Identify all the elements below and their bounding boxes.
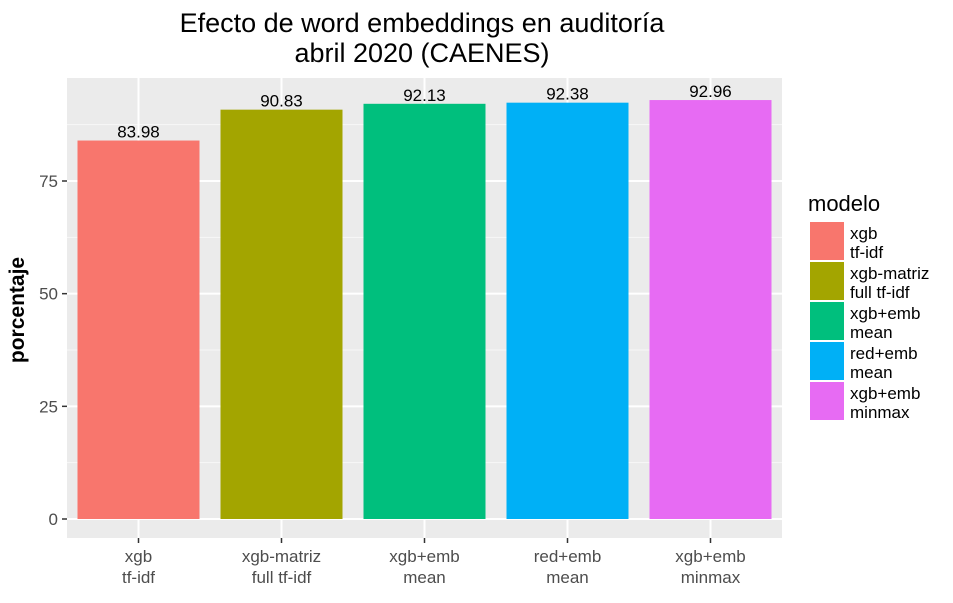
legend-label: xgb xyxy=(850,224,877,243)
x-tick-label: mean xyxy=(403,568,446,587)
y-tick-label: 50 xyxy=(39,285,58,304)
legend-label: red+emb xyxy=(850,344,918,363)
y-axis: 0 25 50 75 xyxy=(39,172,67,529)
legend-swatch xyxy=(810,342,844,380)
bar-value-label: 92.38 xyxy=(546,85,589,104)
chart-subtitle: abril 2020 (CAENES) xyxy=(294,38,549,68)
legend-label: mean xyxy=(850,363,893,382)
x-axis: xgb tf-idf xgb-matriz full tf-idf xgb+emb mea… xyxy=(122,538,746,587)
bar-value-labels: 83.98 90.83 92.13 92.38 92.96 xyxy=(117,82,732,141)
legend-swatch xyxy=(810,382,844,420)
legend-label: full tf-idf xyxy=(850,283,910,302)
x-tick-label: tf-idf xyxy=(122,568,155,587)
bar xyxy=(649,100,772,519)
chart-title: Efecto de word embeddings en auditoría xyxy=(180,8,666,38)
x-tick-label: xgb xyxy=(125,547,152,566)
y-axis-label: porcentaje xyxy=(6,257,29,363)
bar xyxy=(363,103,486,520)
y-tick-label: 25 xyxy=(39,397,58,416)
legend-swatch xyxy=(810,222,844,260)
y-tick-label: 75 xyxy=(39,172,58,191)
bars xyxy=(77,100,772,520)
x-tick-label: red+emb xyxy=(534,547,602,566)
bar-value-label: 92.96 xyxy=(689,82,732,101)
x-tick-label: xgb+emb xyxy=(675,547,745,566)
x-tick-label: minmax xyxy=(681,568,741,587)
legend-swatch xyxy=(810,262,844,300)
x-tick-label: mean xyxy=(546,568,589,587)
bar-value-label: 90.83 xyxy=(260,92,303,111)
bar xyxy=(506,102,629,519)
legend-label: minmax xyxy=(850,403,910,422)
bar-value-label: 83.98 xyxy=(117,123,160,142)
legend-label: xgb+emb xyxy=(850,384,920,403)
legend-label: xgb-matriz xyxy=(850,264,929,283)
bar xyxy=(220,109,343,519)
x-tick-label: xgb-matriz xyxy=(242,547,321,566)
legend-label: tf-idf xyxy=(850,243,883,262)
legend-label: mean xyxy=(850,323,893,342)
legend-title: modelo xyxy=(808,191,880,216)
y-tick-label: 0 xyxy=(49,510,58,529)
x-tick-label: xgb+emb xyxy=(389,547,459,566)
bar xyxy=(77,140,200,519)
legend-label: xgb+emb xyxy=(850,304,920,323)
legend-swatch xyxy=(810,302,844,340)
bar-value-label: 92.13 xyxy=(403,86,446,105)
x-tick-label: full tf-idf xyxy=(252,568,312,587)
